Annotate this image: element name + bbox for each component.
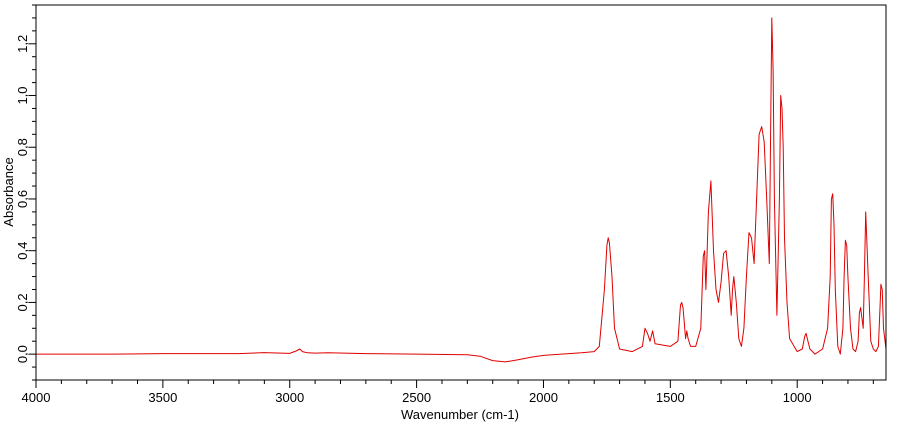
axis-ticks <box>29 4 874 388</box>
x-tick-label: 2000 <box>529 390 558 405</box>
x-tick-label: 1500 <box>656 390 685 405</box>
y-tick-label: 0,4 <box>15 242 30 260</box>
plot-frame <box>35 4 887 381</box>
x-tick-label: 2500 <box>402 390 431 405</box>
x-tick-label: 1000 <box>783 390 812 405</box>
series-layer <box>36 17 887 363</box>
x-tick-label: 3000 <box>275 390 304 405</box>
y-tick-label: 0,8 <box>15 138 30 156</box>
y-tick-label: 1,2 <box>15 35 30 53</box>
spectrum-line <box>36 17 887 363</box>
tick-labels: 4000 3500 3000 2500 2000 1500 1000 0,0 0,2 0,4 0,6… <box>15 35 812 405</box>
y-tick-label: 1,0 <box>15 86 30 104</box>
x-axis-title: Wavenumber (cm-1) <box>401 407 519 422</box>
y-axis-title: Absorbance <box>1 157 16 226</box>
y-tick-label: 0,0 <box>15 345 30 363</box>
x-tick-label: 4000 <box>22 390 51 405</box>
x-tick-label: 3500 <box>148 390 177 405</box>
y-tick-label: 0,6 <box>15 190 30 208</box>
y-tick-label: 0,2 <box>15 293 30 311</box>
